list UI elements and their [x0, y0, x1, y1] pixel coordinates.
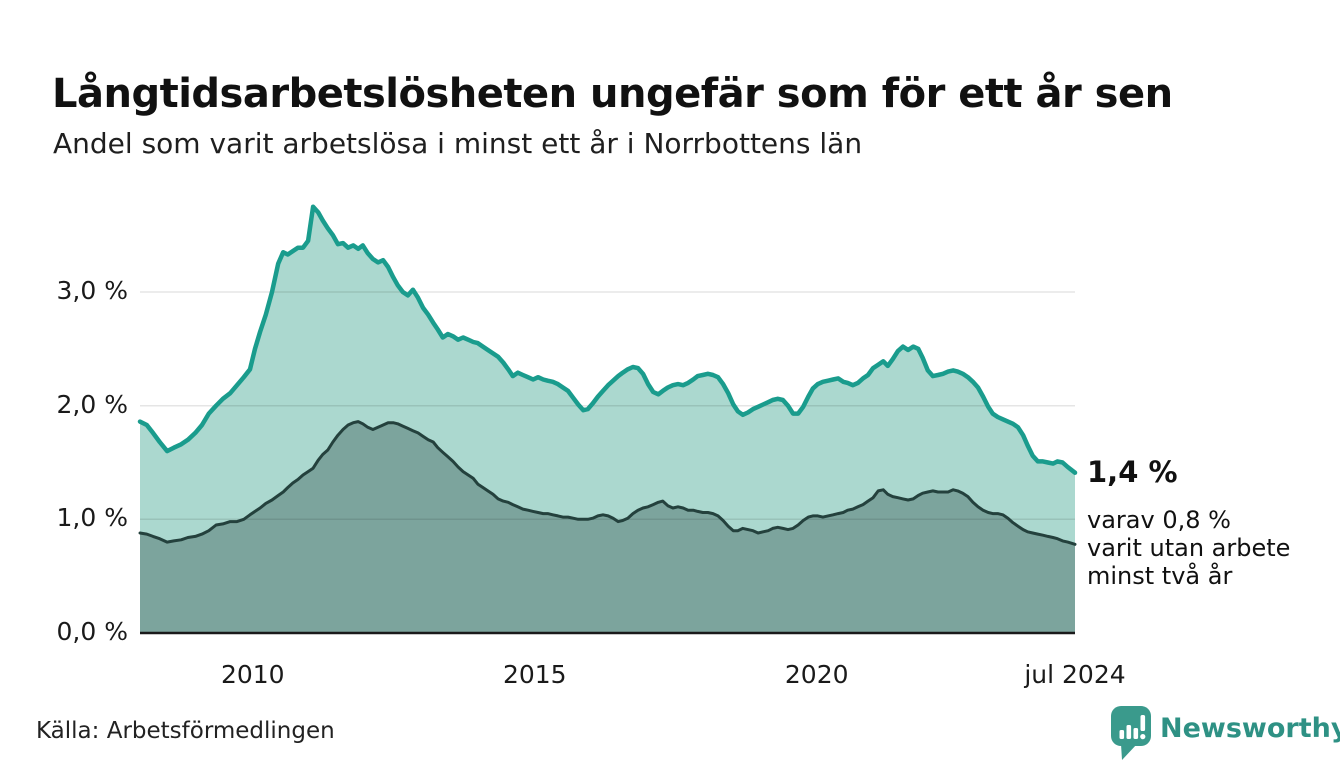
bar-chart-icon — [1119, 715, 1146, 740]
x-axis-tick-label: 2015 — [502, 660, 567, 689]
y-axis-tick-label: 2,0 % — [56, 389, 128, 419]
end-value-annotation: 1,4 % — [1087, 455, 1178, 489]
annotation-detail: varav 0,8 % varit utan arbete minst två … — [1087, 506, 1290, 590]
y-axis-tick-label: 1,0 % — [56, 503, 128, 533]
y-axis-tick-label: 3,0 % — [56, 275, 128, 305]
x-axis-tick-label: 2010 — [220, 660, 285, 689]
annotation-detail-line: minst två år — [1087, 562, 1233, 590]
two-year-area — [140, 421, 1075, 633]
chart-subtitle: Andel som varit arbetslösa i minst ett å… — [53, 127, 863, 160]
gridlines — [140, 291, 1075, 521]
annotation-detail-line: varav 0,8 % — [1087, 506, 1231, 534]
two-year-line — [138, 420, 1077, 546]
annotation-detail-line: varit utan arbete — [1087, 534, 1291, 562]
page-title: Långtidsarbetslösheten ungefär som för e… — [52, 70, 1173, 117]
x-axis-tick-label: jul 2024 — [1024, 660, 1126, 689]
y-axis-tick-label: 0,0 % — [56, 617, 128, 646]
newsworthy-logo-icon — [1111, 706, 1151, 760]
newsworthy-logo-text: Newsworthy — [1160, 713, 1340, 744]
x-axis-tick-label: 2020 — [784, 660, 849, 689]
source-note: Källa: Arbetsförmedlingen — [36, 718, 335, 744]
total-line — [137, 204, 1078, 475]
